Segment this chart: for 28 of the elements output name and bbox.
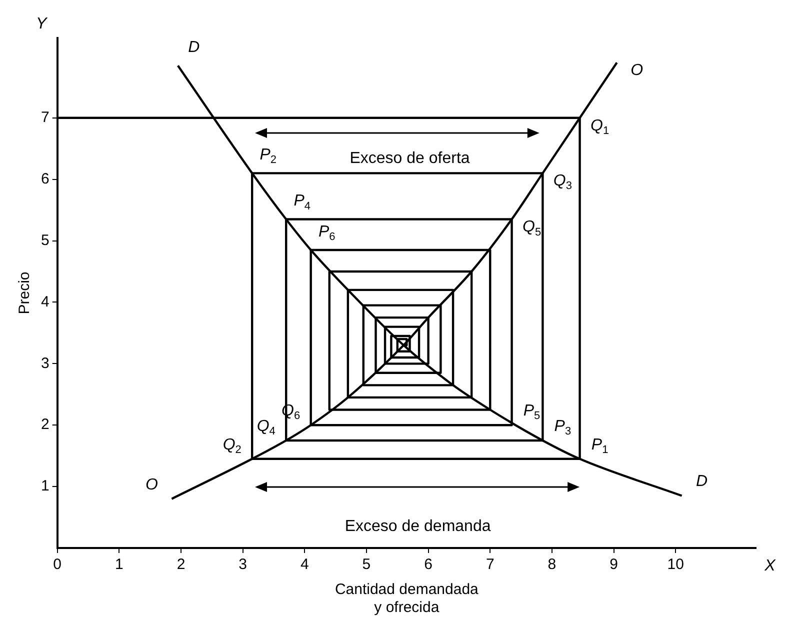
x-tick-label: 0 bbox=[53, 556, 62, 574]
x-tick-label: 3 bbox=[238, 556, 247, 574]
x-tick-label: 9 bbox=[610, 556, 618, 574]
x-tick-label: 7 bbox=[486, 556, 494, 574]
x-tick-label: 5 bbox=[362, 556, 371, 574]
y-axis-title: Precio bbox=[16, 272, 34, 314]
y-tick-label: 6 bbox=[41, 170, 50, 188]
annotation: O bbox=[146, 476, 158, 494]
x-axis-title: Cantidad demandada y ofrecida bbox=[334, 581, 480, 616]
annotation: Exceso de oferta bbox=[350, 150, 470, 168]
y-tick-label: 1 bbox=[41, 478, 50, 495]
annotation: D bbox=[696, 473, 708, 490]
x-tick-label: 4 bbox=[300, 556, 309, 574]
x-tick-label: 6 bbox=[424, 556, 432, 574]
x-tick-label: 8 bbox=[548, 556, 556, 574]
annotation: D bbox=[188, 39, 200, 56]
y-tick-label: 2 bbox=[41, 416, 50, 434]
text: X bbox=[764, 557, 777, 574]
annotation: Exceso de demanda bbox=[344, 518, 491, 535]
text: Y bbox=[36, 15, 48, 32]
y-tick-label: 4 bbox=[41, 293, 50, 310]
y-tick-label: 7 bbox=[41, 109, 50, 126]
x-tick-label: 2 bbox=[176, 556, 186, 574]
y-tick-label: 3 bbox=[41, 354, 50, 372]
annotation: O bbox=[630, 62, 644, 80]
x-tick-label: 10 bbox=[667, 556, 684, 574]
y-tick-label: 5 bbox=[41, 232, 50, 249]
x-tick-label: 1 bbox=[115, 556, 124, 574]
